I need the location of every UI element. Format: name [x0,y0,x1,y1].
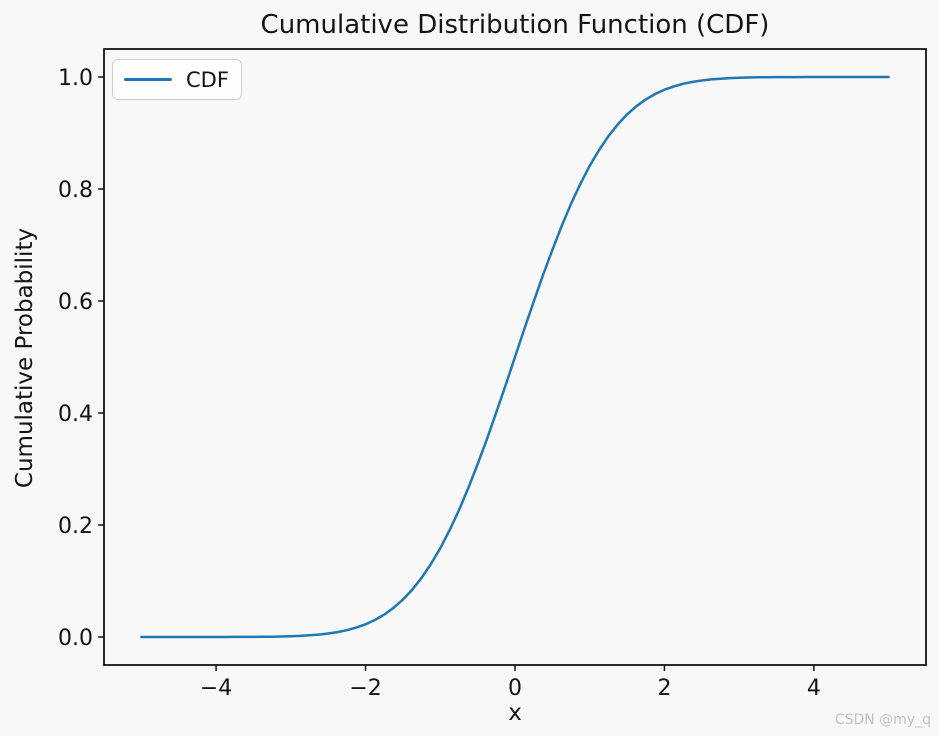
legend: CDF [112,59,242,100]
legend-line-sample [124,78,172,81]
y-tick-label: 0.4 [58,402,93,427]
x-tick-label: −2 [349,676,381,701]
x-tick-label: 0 [508,676,522,701]
x-tick-label: 2 [657,676,671,701]
y-tick-label: 0.0 [58,626,93,651]
cdf-curve [140,75,890,639]
y-tick-label: 0.8 [58,178,93,203]
legend-label: CDF [186,67,229,92]
x-axis-label: x [508,700,522,726]
y-tick-label: 0.6 [58,290,93,315]
x-tick-label: −4 [200,676,232,701]
watermark: CSDN @my_q [834,712,931,728]
x-tick-label: 4 [807,676,821,701]
y-tick-label: 0.2 [58,514,93,539]
chart-title: Cumulative Distribution Function (CDF) [260,10,770,40]
y-tick-label: 1.0 [58,66,93,91]
